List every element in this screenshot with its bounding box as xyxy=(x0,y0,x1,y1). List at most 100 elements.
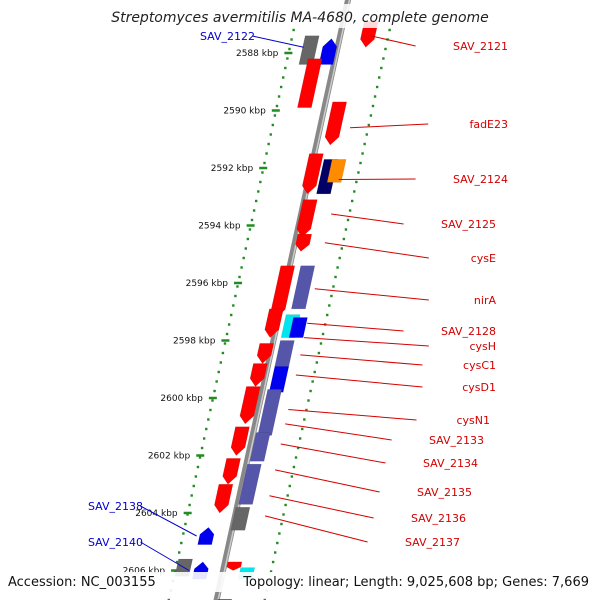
gene-feature xyxy=(295,233,313,252)
tick-label: 2602 kbp xyxy=(148,452,191,462)
ruler-dot xyxy=(284,503,287,507)
ruler-dot xyxy=(184,522,187,526)
ruler-dot xyxy=(269,570,273,573)
ruler-dot xyxy=(359,161,362,165)
ruler-dot xyxy=(336,266,339,269)
ruler-dot xyxy=(271,123,275,127)
ruler-dot xyxy=(180,541,183,545)
gene-feature xyxy=(291,265,316,310)
gene-feature xyxy=(274,340,295,367)
gene-label: cysC1 xyxy=(463,359,496,372)
gene-features xyxy=(174,21,379,600)
ruler-dot xyxy=(265,152,268,155)
tick-label: 2606 kbp xyxy=(123,567,166,577)
tick-label: 2596 kbp xyxy=(186,279,229,289)
ruler-dot xyxy=(217,370,220,374)
ruler-dot xyxy=(254,199,258,203)
ruler-dot xyxy=(361,152,364,155)
leader-line xyxy=(295,374,423,388)
gene-label: SAV_2136 xyxy=(411,512,466,525)
ruler-dot xyxy=(296,446,300,450)
ruler-dot xyxy=(303,418,306,421)
ruler-dot xyxy=(234,294,237,298)
ruler-dot xyxy=(223,342,227,345)
leader-line xyxy=(331,213,404,225)
ruler-dot xyxy=(244,247,247,250)
gene-feature xyxy=(326,159,347,183)
gene-feature xyxy=(214,484,234,514)
tick-label: 2588 kbp xyxy=(236,49,279,59)
gene-feature xyxy=(268,366,290,393)
ruler-dot xyxy=(167,598,170,600)
ruler-dot xyxy=(363,142,366,146)
ruler-dot xyxy=(294,456,298,459)
ruler-dot xyxy=(261,171,264,174)
ruler-dot xyxy=(380,66,383,70)
leader-line xyxy=(370,35,416,47)
ruler-dot xyxy=(365,133,368,136)
gene-label: SAV_2134 xyxy=(423,457,478,470)
ruler-dot xyxy=(277,95,281,98)
title-backdrop xyxy=(110,4,490,28)
gene-label: nirA xyxy=(474,294,497,307)
tick-label: 2594 kbp xyxy=(198,222,241,232)
gene-label: cysE xyxy=(471,252,496,265)
gene-label: SAV_2121 xyxy=(453,40,508,53)
ruler-dot xyxy=(284,66,287,70)
ruler-dot xyxy=(269,133,272,136)
footer-backdrop xyxy=(0,572,600,592)
gene-label: SAV_2137 xyxy=(405,536,460,549)
leader-line xyxy=(264,515,368,543)
ruler-dot xyxy=(384,47,387,51)
gene-label: SAV_2135 xyxy=(417,486,472,499)
map-title: Streptomyces avermitilis MA-4680, comple… xyxy=(111,10,489,26)
ruler-dot xyxy=(309,389,312,393)
ruler-dot xyxy=(190,494,193,497)
leader-line xyxy=(300,354,423,366)
label-leader-lines xyxy=(140,35,429,571)
leader-line xyxy=(314,288,429,301)
ruler-dot xyxy=(186,513,189,516)
ruler-dot xyxy=(350,199,354,203)
ruler-dot xyxy=(279,85,283,89)
ruler-dot xyxy=(317,351,321,355)
leader-line xyxy=(304,337,429,347)
ruler-dot xyxy=(357,171,360,174)
ruler-dot xyxy=(259,180,262,184)
tick-label: 2590 kbp xyxy=(223,107,266,117)
ruler-dot xyxy=(286,57,289,60)
ruler-dot xyxy=(344,228,348,231)
ruler-dot xyxy=(348,209,352,212)
ruler-dot xyxy=(369,114,373,117)
ruler-dot xyxy=(338,256,341,260)
ruler-dot xyxy=(373,95,377,98)
ruler-dot xyxy=(355,180,358,184)
ruler-dot xyxy=(194,475,198,478)
ruler-dot xyxy=(221,351,225,355)
ruler-dot xyxy=(182,532,185,535)
ruler-dot xyxy=(286,494,289,497)
ruler-dot xyxy=(288,47,291,51)
ruler-dot xyxy=(321,332,325,336)
ruler-dot xyxy=(328,304,331,307)
ruler-dot xyxy=(282,76,285,79)
ruler-dot xyxy=(238,275,241,279)
gene-label: cysD1 xyxy=(462,381,496,394)
ruler-dot xyxy=(276,541,279,545)
gene-feature xyxy=(230,507,251,531)
ruler-dot xyxy=(315,361,319,364)
ruler-dot xyxy=(196,465,200,469)
ruler-dot xyxy=(236,285,239,288)
leader-line xyxy=(140,541,190,571)
gene-label: SAV_2138 xyxy=(88,500,143,513)
ruler-dot xyxy=(230,313,233,317)
gene-feature xyxy=(257,389,283,436)
ruler-dot xyxy=(263,161,266,165)
gene-label: SAV_2133 xyxy=(429,434,484,447)
ruler-dot xyxy=(213,389,216,393)
ruler-dot xyxy=(198,456,202,459)
ruler-dot xyxy=(250,218,254,222)
tick-label: 2598 kbp xyxy=(173,337,216,347)
ruler-dot xyxy=(340,247,343,250)
